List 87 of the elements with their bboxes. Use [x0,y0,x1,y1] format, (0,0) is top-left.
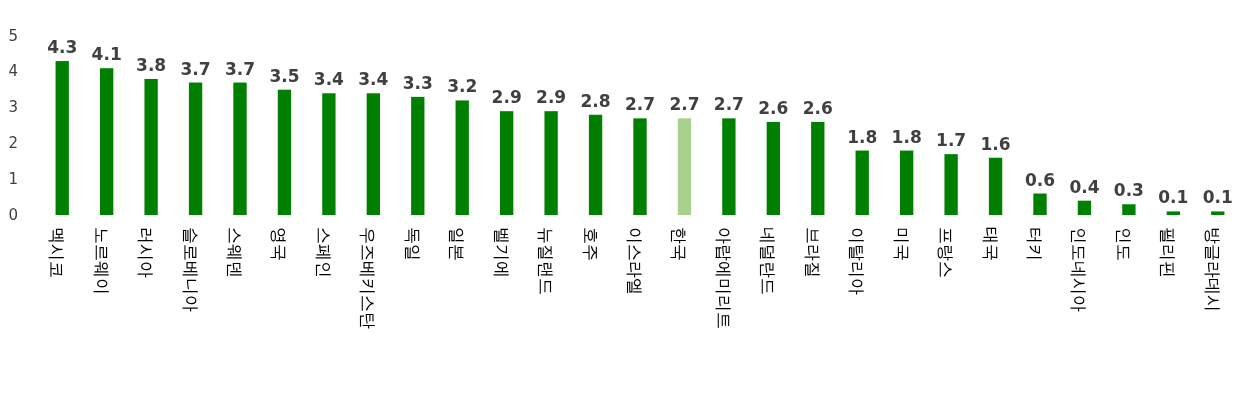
bar [366,93,380,215]
data-label: 1.8 [847,126,878,147]
x-tick-label: 멕시코 [47,227,68,278]
data-label: 3.4 [313,69,345,90]
bar [1122,204,1136,215]
bar [722,118,736,215]
bar [855,150,869,215]
bar [1166,211,1180,215]
bar [633,118,647,215]
bar [277,89,292,215]
y-tick-label: 1 [8,169,18,188]
data-label: 2.7 [669,94,700,115]
data-label: 0.1 [1158,187,1189,208]
data-label: 1.8 [891,126,922,147]
x-tick-label: 노르웨이 [91,227,112,295]
x-tick-label: 일본 [447,227,468,261]
bar [322,93,336,215]
x-tick-label: 방글라데시 [1202,227,1223,312]
data-label: 3.7 [224,58,256,79]
data-label: 2.9 [536,87,567,108]
data-label: 2.7 [713,94,744,115]
x-tick-label: 네덜란드 [758,227,779,295]
x-tick-label: 미국 [891,227,912,261]
data-label: 3.5 [269,65,300,86]
data-label: 3.4 [358,69,389,90]
data-label: 2.8 [580,90,611,111]
data-label: 0.1 [1202,187,1233,208]
bar [233,82,247,215]
data-label: 2.7 [624,94,656,115]
bar [500,111,514,215]
x-tick-label: 영국 [269,227,290,261]
y-tick-label: 5 [8,26,18,45]
x-tick-label: 호주 [580,227,601,261]
bar [1033,193,1047,215]
x-tick-label: 인도 [1113,227,1134,261]
bar [1077,200,1092,215]
data-label: 3.8 [136,54,167,75]
x-tick-label: 독일 [402,227,423,261]
data-label: 3.3 [402,72,433,93]
x-tick-label: 터키 [1025,227,1045,261]
x-tick-label: 뉴질랜드 [536,227,557,295]
bar [411,96,425,215]
bar [544,111,558,215]
x-tick-label: 슬로베니아 [180,227,201,312]
data-label: 3.7 [180,58,211,79]
x-tick-label: 스웨덴 [225,227,245,278]
data-label: 3.2 [447,76,478,97]
bar [811,121,825,215]
data-label: 1.6 [980,133,1011,154]
bar [1211,211,1225,215]
bar [55,61,69,215]
x-tick-label: 아랍에미리트 [713,227,734,329]
x-tick-label: 벨기에 [491,227,512,278]
y-tick-label: 4 [8,62,18,81]
x-tick-label: 스페인 [313,227,334,278]
data-label: 2.9 [491,87,522,108]
x-tick-label: 필리핀 [1158,227,1179,278]
bar [100,68,114,215]
x-tick-label: 프랑스 [936,227,957,278]
data-label: 1.7 [936,130,967,151]
y-tick-label: 3 [8,98,18,117]
bar [900,150,914,215]
x-tick-label: 러시아 [136,227,157,278]
bar [944,154,958,215]
data-label: 4.3 [47,37,78,58]
bar [588,114,603,215]
data-label: 0.4 [1069,176,1100,197]
data-label: 0.6 [1024,169,1056,190]
data-label: 2.6 [758,97,789,118]
x-tick-label: 브라질 [802,227,823,278]
x-tick-label: 인도네시아 [1069,227,1090,312]
x-tick-label: 우즈베키스탄 [358,227,379,329]
data-label: 2.6 [802,97,833,118]
data-label: 4.1 [91,44,122,65]
x-tick-label: 이스라엘 [625,227,645,295]
bar [144,78,158,215]
x-tick-label: 한국 [669,227,690,261]
data-label: 0.3 [1113,180,1144,201]
x-tick-label: 이탈리아 [847,227,868,295]
x-tick-label: 태국 [980,227,1001,261]
y-tick-label: 2 [8,133,18,152]
bar [188,82,203,215]
bar [455,100,469,215]
y-tick-label: 0 [8,205,18,224]
bar [766,121,780,215]
bar [677,118,692,215]
bar [988,157,1003,215]
